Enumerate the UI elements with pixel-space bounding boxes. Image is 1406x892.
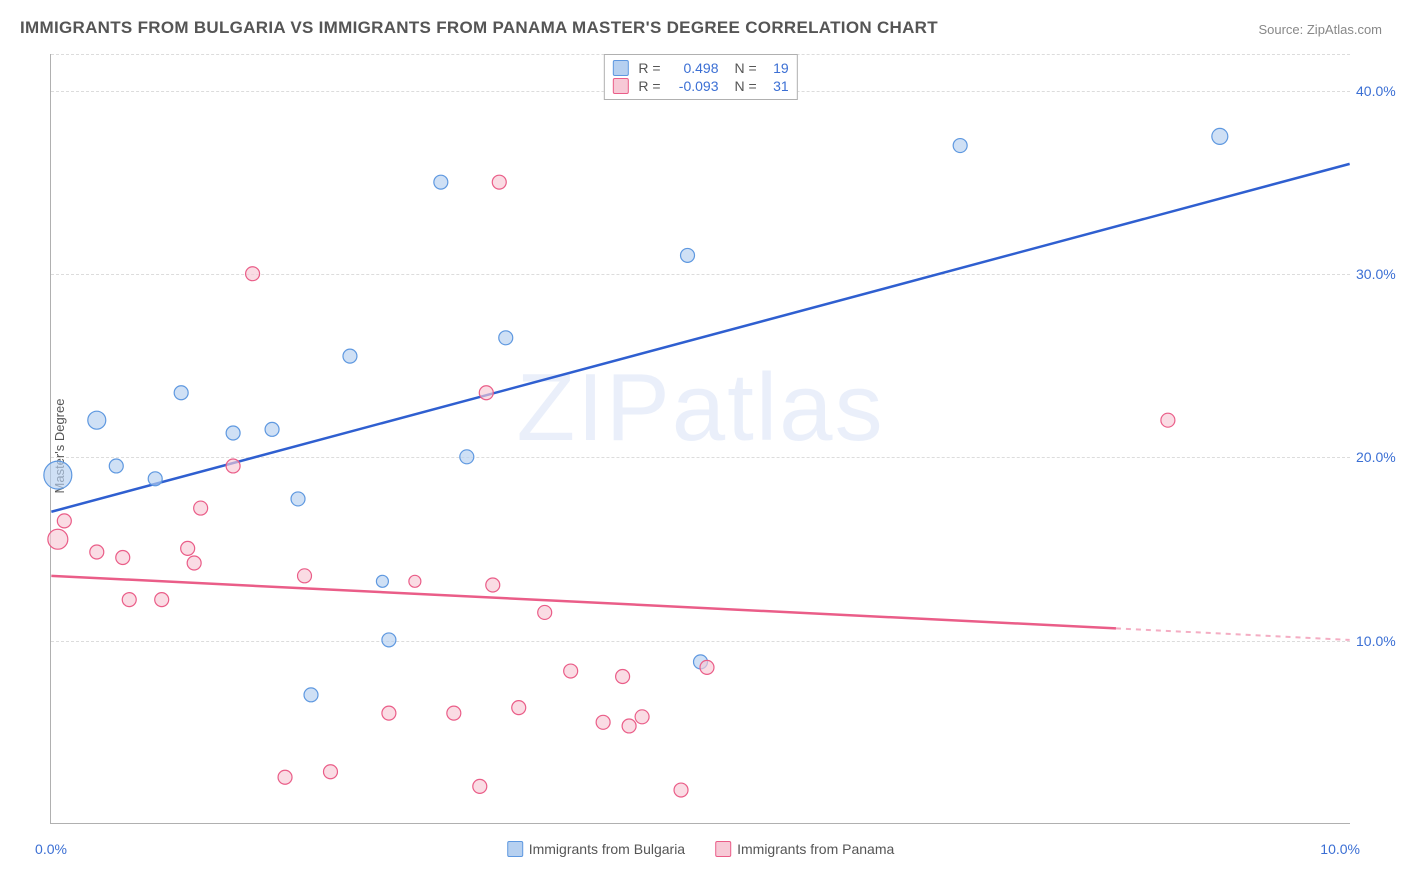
data-point: [499, 331, 513, 345]
data-point: [479, 386, 493, 400]
swatch-panama: [715, 841, 731, 857]
data-point: [122, 593, 136, 607]
data-point: [492, 175, 506, 189]
data-point: [174, 386, 188, 400]
data-point: [226, 426, 240, 440]
x-tick-min: 0.0%: [35, 841, 67, 857]
data-point: [538, 605, 552, 619]
data-point: [473, 779, 487, 793]
data-point: [382, 706, 396, 720]
data-point: [226, 459, 240, 473]
n-label: N =: [735, 60, 757, 76]
chart-title: IMMIGRANTS FROM BULGARIA VS IMMIGRANTS F…: [20, 18, 938, 38]
data-point: [343, 349, 357, 363]
n-label: N =: [735, 78, 757, 94]
data-point: [323, 765, 337, 779]
x-tick-max: 10.0%: [1320, 841, 1360, 857]
source-label: Source: ZipAtlas.com: [1258, 22, 1382, 37]
data-point: [700, 660, 714, 674]
r-label: R =: [638, 60, 660, 76]
data-point: [447, 706, 461, 720]
series-name-bulgaria: Immigrants from Bulgaria: [529, 841, 685, 857]
data-point: [1161, 413, 1175, 427]
series-name-panama: Immigrants from Panama: [737, 841, 894, 857]
data-point: [246, 267, 260, 281]
y-tick-label: 30.0%: [1356, 266, 1406, 282]
data-point: [512, 701, 526, 715]
data-point: [674, 783, 688, 797]
data-point: [596, 715, 610, 729]
data-point: [1212, 128, 1228, 144]
data-point: [148, 472, 162, 486]
legend-item-panama: Immigrants from Panama: [715, 841, 894, 857]
data-point: [616, 670, 630, 684]
data-point: [278, 770, 292, 784]
data-point: [48, 529, 68, 549]
n-value-panama: 31: [763, 78, 789, 94]
data-point: [88, 411, 106, 429]
data-point: [376, 575, 388, 587]
data-point: [460, 450, 474, 464]
data-point: [382, 633, 396, 647]
swatch-bulgaria: [612, 60, 628, 76]
y-tick-label: 20.0%: [1356, 449, 1406, 465]
data-point: [409, 575, 421, 587]
n-value-bulgaria: 19: [763, 60, 789, 76]
y-tick-label: 10.0%: [1356, 633, 1406, 649]
r-value-bulgaria: 0.498: [667, 60, 719, 76]
data-point: [635, 710, 649, 724]
data-point: [44, 461, 72, 489]
data-point: [116, 551, 130, 565]
swatch-panama: [612, 78, 628, 94]
legend-item-bulgaria: Immigrants from Bulgaria: [507, 841, 685, 857]
correlation-legend: R = 0.498 N = 19 R = -0.093 N = 31: [603, 54, 797, 100]
data-point: [953, 139, 967, 153]
chart-area: ZIPatlas 10.0%20.0%30.0%40.0% R = 0.498 …: [50, 54, 1350, 824]
data-point: [181, 541, 195, 555]
r-label: R =: [638, 78, 660, 94]
data-point: [681, 248, 695, 262]
r-value-panama: -0.093: [667, 78, 719, 94]
data-point: [291, 492, 305, 506]
series-legend: Immigrants from Bulgaria Immigrants from…: [507, 841, 895, 857]
data-point: [194, 501, 208, 515]
data-point: [57, 514, 71, 528]
data-point: [304, 688, 318, 702]
data-point: [155, 593, 169, 607]
swatch-bulgaria: [507, 841, 523, 857]
scatter-plot: [51, 54, 1350, 823]
data-point: [486, 578, 500, 592]
data-point: [564, 664, 578, 678]
legend-row-bulgaria: R = 0.498 N = 19: [612, 59, 788, 77]
data-point: [187, 556, 201, 570]
data-point: [109, 459, 123, 473]
y-tick-label: 40.0%: [1356, 83, 1406, 99]
data-point: [265, 422, 279, 436]
data-point: [434, 175, 448, 189]
legend-row-panama: R = -0.093 N = 31: [612, 77, 788, 95]
data-point: [90, 545, 104, 559]
data-point: [622, 719, 636, 733]
data-point: [298, 569, 312, 583]
